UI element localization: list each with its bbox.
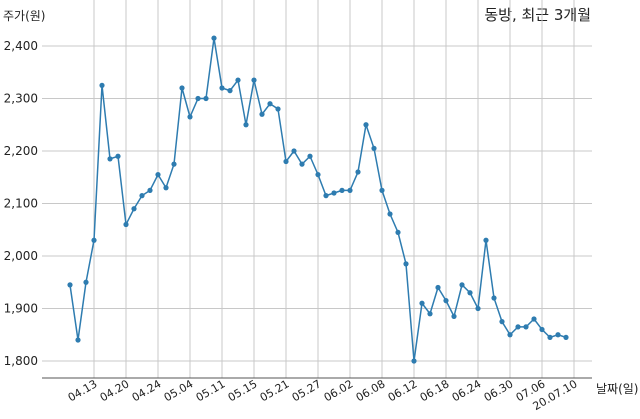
data-point	[435, 284, 441, 291]
data-point	[75, 337, 81, 343]
data-point	[251, 77, 257, 83]
data-point	[371, 145, 377, 151]
data-point	[403, 261, 409, 267]
data-point	[379, 187, 385, 193]
data-point	[555, 332, 561, 338]
data-point	[203, 95, 209, 102]
data-point	[219, 85, 225, 91]
x-tick-label: 05.11	[194, 377, 228, 404]
data-point	[563, 334, 569, 340]
x-tick-label: 05.27	[290, 377, 324, 404]
y-tick-label: 2,400	[4, 39, 38, 53]
data-point	[539, 326, 545, 333]
data-point	[523, 324, 529, 330]
data-point	[259, 111, 265, 117]
data-point	[155, 172, 161, 178]
data-point	[547, 334, 553, 340]
data-point	[163, 185, 169, 191]
data-point	[315, 172, 321, 178]
data-point	[499, 319, 505, 325]
x-tick-label: 06.02	[322, 377, 356, 404]
data-point	[531, 316, 537, 322]
data-point	[483, 237, 489, 243]
data-point	[427, 311, 433, 317]
data-point	[195, 95, 201, 102]
data-point	[459, 282, 465, 288]
data-point	[275, 106, 281, 112]
grid	[42, 0, 592, 378]
x-axis-label: 날짜(일)	[596, 382, 638, 396]
data-points	[67, 35, 569, 364]
x-tick-label: 06.30	[482, 377, 516, 404]
data-point	[363, 122, 369, 128]
data-point	[123, 221, 129, 228]
data-point	[507, 332, 513, 338]
data-point	[299, 161, 305, 167]
x-tick-label: 04.13	[66, 377, 100, 404]
data-point	[291, 148, 297, 154]
x-tick-label: 06.18	[418, 377, 452, 404]
data-point	[331, 190, 337, 196]
data-point	[283, 158, 289, 165]
data-point	[211, 35, 217, 41]
data-point	[339, 187, 345, 193]
data-point	[347, 187, 353, 193]
data-point	[515, 324, 521, 330]
data-point	[307, 153, 313, 159]
y-tick-label: 1,900	[4, 302, 38, 316]
chart-title: 동방, 최근 3개월	[484, 6, 591, 24]
data-point	[99, 82, 105, 88]
data-point	[187, 114, 193, 120]
data-point	[387, 211, 393, 217]
data-point	[107, 156, 113, 162]
data-point	[443, 298, 449, 304]
x-tick-label: 05.21	[258, 377, 292, 404]
x-tick-labels: 04.1304.2004.2405.0405.1105.1505.2105.27…	[66, 377, 580, 413]
data-point	[91, 237, 97, 243]
data-point	[243, 122, 249, 128]
data-point	[227, 88, 233, 94]
y-tick-label: 2,000	[4, 249, 38, 263]
data-point	[467, 290, 473, 296]
data-point	[235, 77, 241, 83]
x-tick-label: 05.15	[226, 377, 260, 404]
x-tick-label: 04.24	[130, 377, 164, 404]
data-point	[411, 358, 417, 364]
data-point	[323, 193, 329, 199]
y-tick-label: 2,300	[4, 92, 38, 106]
data-point	[171, 161, 177, 167]
x-tick-label: 05.04	[162, 377, 196, 404]
y-tick-labels: 1,800 1,900 2,000 2,100 2,200 2,300 2,400	[4, 39, 38, 368]
y-tick-label: 2,200	[4, 144, 38, 158]
data-point	[355, 169, 361, 175]
data-point	[131, 206, 137, 212]
x-tick-label: 04.20	[98, 377, 132, 404]
data-point	[395, 229, 401, 235]
data-point	[419, 300, 425, 306]
data-point	[67, 282, 73, 288]
y-tick-label: 2,100	[4, 197, 38, 211]
data-point	[179, 85, 185, 91]
data-point	[83, 279, 89, 285]
data-point	[451, 313, 457, 319]
data-point	[475, 305, 481, 312]
y-tick-label: 1,800	[4, 354, 38, 368]
data-point	[147, 187, 153, 193]
x-tick-label: 06.12	[386, 377, 420, 404]
data-point	[115, 153, 121, 159]
y-axis-label: 주가(원)	[3, 9, 45, 23]
x-tick-label: 06.24	[450, 377, 484, 404]
data-point	[491, 295, 497, 301]
data-point	[139, 193, 145, 199]
x-tick-label: 06.08	[354, 377, 388, 404]
data-point	[267, 101, 273, 107]
